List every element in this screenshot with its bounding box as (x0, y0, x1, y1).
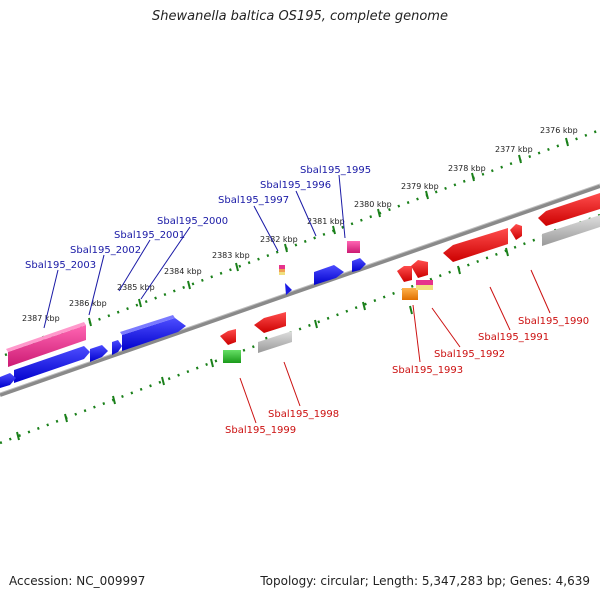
gene-feature[interactable] (397, 266, 412, 282)
kbp-label: 2386 kbp (69, 299, 107, 308)
genome-backbone-highlight (0, 183, 600, 394)
gene-label[interactable]: Sbal195_2000 (157, 216, 228, 227)
topology-text: Topology: circular; Length: 5,347,283 bp… (260, 574, 590, 588)
gene-feature[interactable] (538, 193, 600, 226)
forward-gene-labels (43, 174, 346, 329)
gene-label[interactable]: Sbal195_1993 (392, 365, 463, 376)
reverse-scale-line (0, 213, 600, 445)
gene-feature[interactable] (352, 258, 366, 272)
gene-feature[interactable] (314, 265, 344, 285)
kbp-label: 2377 kbp (495, 145, 533, 154)
gene-feature[interactable] (285, 283, 292, 295)
kbp-label: 2383 kbp (212, 251, 250, 260)
gene-label[interactable]: Sbal195_1998 (268, 409, 339, 420)
gene-feature[interactable] (223, 350, 241, 363)
kbp-label: 2378 kbp (448, 164, 486, 173)
gene-feature[interactable] (220, 329, 236, 345)
gene-feature[interactable] (279, 265, 285, 269)
gene-label[interactable]: Sbal195_2003 (25, 260, 96, 271)
reverse-gene-labels (239, 269, 551, 424)
kbp-label: 2387 kbp (22, 314, 60, 323)
kbp-label: 2381 kbp (307, 217, 345, 226)
map-title: Shewanella baltica OS195, complete genom… (152, 9, 448, 24)
gene-feature[interactable] (510, 224, 522, 240)
gene-feature[interactable] (258, 331, 292, 353)
kbp-label: 2384 kbp (164, 267, 202, 276)
reverse-gene-track (220, 193, 600, 363)
gene-feature[interactable] (254, 312, 286, 333)
gene-label[interactable]: Sbal195_1991 (478, 332, 549, 343)
gene-feature[interactable] (411, 260, 428, 278)
kbp-label: 2376 kbp (540, 126, 578, 135)
gene-feature[interactable] (112, 340, 122, 355)
gene-label[interactable]: Sbal195_1999 (225, 425, 296, 436)
gene-feature[interactable] (14, 346, 90, 383)
gene-label[interactable]: Sbal195_1990 (518, 316, 589, 327)
gene-feature[interactable] (402, 288, 418, 300)
genome-backbone (0, 184, 600, 397)
forward-gene-track (0, 241, 366, 388)
gene-label[interactable]: Sbal195_1992 (434, 349, 505, 360)
gene-feature[interactable] (90, 345, 108, 362)
accession-text: Accession: NC_009997 (9, 574, 146, 588)
kbp-label: 2380 kbp (354, 200, 392, 209)
gene-feature[interactable] (416, 280, 433, 285)
gene-feature[interactable] (0, 373, 16, 388)
gene-feature[interactable] (347, 241, 360, 253)
gene-label[interactable]: Sbal195_2001 (114, 230, 185, 241)
gene-label[interactable]: Sbal195_1995 (300, 165, 371, 176)
kbp-label: 2382 kbp (260, 235, 298, 244)
kbp-label: 2379 kbp (401, 182, 439, 191)
gene-feature[interactable] (542, 215, 600, 246)
kbp-label: 2385 kbp (117, 283, 155, 292)
gene-feature[interactable] (8, 325, 86, 367)
gene-label[interactable]: Sbal195_2002 (70, 245, 141, 256)
gene-feature[interactable] (122, 318, 186, 351)
gene-label[interactable]: Sbal195_1997 (218, 195, 289, 206)
gene-label[interactable]: Sbal195_1996 (260, 180, 331, 191)
forward-scale-line (4, 128, 600, 357)
gene-feature[interactable] (443, 228, 508, 262)
forward-major-ticks (42, 137, 569, 345)
